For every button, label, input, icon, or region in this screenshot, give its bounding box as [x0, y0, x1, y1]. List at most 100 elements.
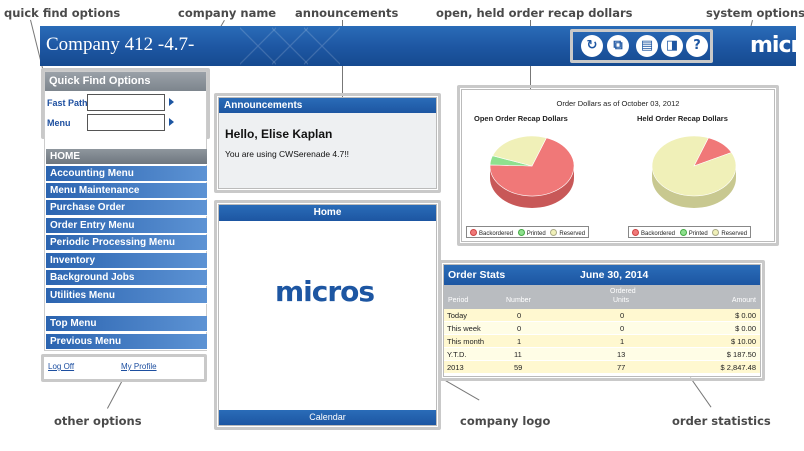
- fast-path-go-icon[interactable]: [169, 98, 174, 106]
- fast-path-label: Fast Path: [47, 98, 88, 108]
- legend-dot-printed: [517, 229, 525, 236]
- fast-path-input[interactable]: [87, 94, 165, 111]
- order-stats-panel: Order Stats June 30, 2014 Period Number …: [443, 264, 761, 377]
- order-recap-pies: [489, 135, 737, 208]
- legend-label-backordered: Backordered: [641, 231, 676, 237]
- cell-period: Today: [447, 311, 468, 320]
- cell-units: 0: [620, 311, 625, 320]
- legend-label-reserved: Reserved: [559, 231, 586, 237]
- home-panel: Home micros Calendar: [218, 204, 437, 426]
- pie-side: [490, 166, 574, 208]
- copy-icon[interactable]: ⧉: [607, 35, 629, 57]
- menu-input[interactable]: [87, 114, 165, 131]
- home-panel-title: Home: [219, 205, 436, 221]
- announcements-panel: Announcements Hello, Elise Kaplan You ar…: [218, 97, 437, 189]
- callout-company-name: company name: [178, 6, 277, 20]
- col-number: Number: [506, 297, 531, 304]
- menu-go-icon[interactable]: [169, 118, 174, 126]
- order-stats-columns: Period Number Ordered Units Amount: [444, 285, 760, 309]
- legend-dot-reserved: [550, 229, 558, 236]
- highlight-system-options: [570, 29, 713, 63]
- order-stats-header: Order Stats June 30, 2014: [444, 265, 760, 285]
- cell-units: 0: [620, 324, 625, 333]
- my-profile-link[interactable]: My Profile: [121, 362, 157, 371]
- cell-units: 1: [620, 337, 625, 346]
- other-options: Log Off My Profile: [44, 357, 204, 379]
- cell-number: 0: [517, 324, 522, 333]
- highlight-company-name: [40, 28, 210, 64]
- table-row: This month 1 1 $ 10.00: [444, 335, 760, 348]
- legend-dot-printed: [679, 229, 687, 236]
- cell-number: 1: [517, 337, 522, 346]
- nav-item-accounting-menu[interactable]: Accounting Menu: [46, 166, 207, 182]
- cell-amount: $ 10.00: [730, 337, 756, 346]
- pie-slice-reserved: [492, 135, 547, 167]
- table-row: Y.T.D. 11 13 $ 187.50: [444, 348, 760, 361]
- open-order-chart-title: Open Order Recap Dollars: [474, 114, 568, 123]
- brand-logo: micros: [750, 33, 804, 58]
- order-stats-title: Order Stats: [448, 269, 506, 281]
- legend-label-printed: Printed: [688, 231, 708, 237]
- header-decoration: [272, 26, 308, 66]
- legend-dot-reserved: [712, 229, 720, 236]
- cell-period: This week: [447, 324, 481, 333]
- callout-quick-find-options: quick find options: [4, 6, 121, 20]
- document-icon[interactable]: ▤: [636, 35, 658, 57]
- leader-line: [106, 380, 123, 409]
- announcements-title: Announcements: [219, 98, 436, 113]
- legend-label-printed: Printed: [526, 231, 546, 237]
- col-units: Units: [613, 297, 629, 304]
- cell-number: 59: [514, 363, 523, 372]
- legend-label-backordered: Backordered: [479, 231, 514, 237]
- cell-amount: $ 187.50: [726, 350, 756, 359]
- table-row: This week 0 0 $ 0.00: [444, 322, 760, 335]
- refresh-icon[interactable]: ↻: [581, 35, 603, 57]
- left-navigation: Quick Find Options Fast Path Menu HOME A…: [44, 71, 207, 351]
- cell-period: This month: [447, 337, 485, 346]
- open-order-legend: Backordered Printed Reserved: [466, 226, 590, 238]
- calendar-link[interactable]: Calendar: [219, 410, 436, 425]
- nav-item-periodic-processing-menu[interactable]: Periodic Processing Menu: [46, 235, 207, 251]
- callout-announcements: announcements: [295, 6, 399, 20]
- nav-item-order-entry-menu[interactable]: Order Entry Menu: [46, 218, 207, 234]
- nav-item-inventory[interactable]: Inventory: [46, 253, 207, 269]
- pie-slice-reserved: [651, 135, 737, 197]
- cell-period: Y.T.D.: [447, 350, 467, 359]
- nav-item-background-jobs[interactable]: Background Jobs: [46, 270, 207, 286]
- greeting: Hello, Elise Kaplan: [225, 127, 333, 141]
- col-ordered: Ordered: [610, 288, 636, 295]
- order-dollars-title: Order Dollars as of October 03, 2012: [556, 99, 680, 108]
- pie-slice-backordered: [489, 137, 575, 197]
- highlight-order-recap: [457, 85, 779, 246]
- cell-period: 2013: [447, 363, 464, 372]
- callout-company-logo: company logo: [460, 414, 551, 428]
- highlight-announcements: [214, 93, 441, 193]
- cell-units: 77: [617, 363, 626, 372]
- col-amount: Amount: [731, 297, 756, 304]
- nav-item-menu-maintenance[interactable]: Menu Maintenance: [46, 183, 207, 199]
- nav-item-purchase-order[interactable]: Purchase Order: [46, 200, 207, 216]
- nav-item-home[interactable]: HOME: [46, 149, 207, 165]
- legend-dot-backordered: [632, 229, 639, 236]
- log-off-link[interactable]: Log Off: [48, 362, 75, 371]
- cell-number: 0: [517, 311, 522, 320]
- table-row: Today 0 0 $ 0.00: [444, 309, 760, 322]
- exit-icon[interactable]: ◨: [661, 35, 683, 57]
- col-period: Period: [448, 297, 469, 304]
- cell-amount: $ 2,847.48: [720, 363, 756, 372]
- cell-amount: $ 0.00: [735, 324, 756, 333]
- table-row: 2013 59 77 $ 2,847.48: [444, 361, 760, 374]
- nav-item-previous-menu[interactable]: Previous Menu: [46, 334, 207, 350]
- callout-order-statistics: order statistics: [672, 414, 771, 428]
- nav-item-top-menu[interactable]: Top Menu: [46, 316, 207, 332]
- quick-find-title: Quick Find Options: [45, 72, 206, 91]
- header-decoration: [240, 26, 276, 66]
- help-icon[interactable]: ?: [686, 35, 708, 57]
- nav-item-utilities-menu[interactable]: Utilities Menu: [46, 288, 207, 304]
- version-text: You are using CWSerenade 4.7!!: [225, 149, 349, 159]
- company-name: Company 412 -4.7-: [46, 34, 195, 55]
- cell-amount: $ 0.00: [735, 311, 756, 320]
- callout-order-recap: open, held order recap dollars: [436, 6, 633, 20]
- callout-system-options: system options: [706, 6, 804, 20]
- app-header: Company 412 -4.7- ↻ ⧉ ▤ ◨ ? micros: [40, 26, 804, 66]
